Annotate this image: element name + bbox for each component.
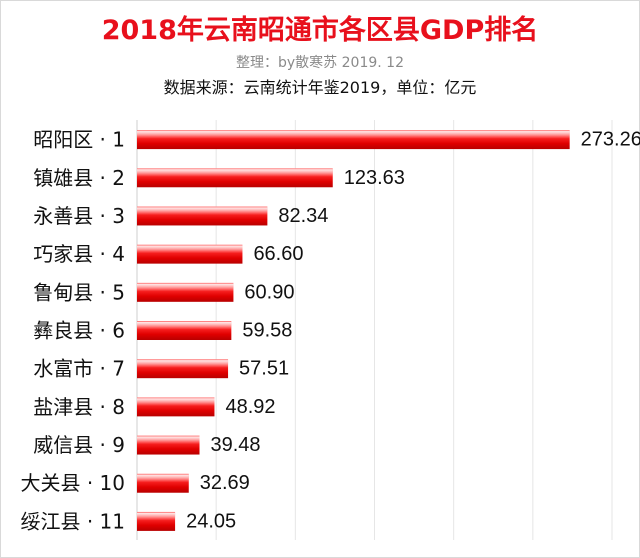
category-label: 永善县 · 3 [33, 204, 125, 228]
value-label: 39.48 [211, 434, 261, 456]
category-label: 盐津县 · 8 [33, 395, 125, 419]
category-label: 彝良县 · 6 [33, 319, 125, 343]
bar-highlight [137, 283, 234, 292]
category-label: 鲁甸县 · 5 [33, 280, 125, 304]
category-label: 威信县 · 9 [33, 433, 125, 457]
value-label: 66.60 [253, 243, 303, 265]
value-label: 123.63 [344, 167, 405, 189]
value-label: 82.34 [278, 205, 328, 227]
value-label: 48.92 [225, 396, 275, 418]
category-label: 大关县 · 10 [20, 471, 125, 495]
bar-highlight [137, 398, 215, 406]
data-source-note: 数据来源：云南统计年鉴2019，单位：亿元 [163, 78, 477, 97]
category-label: 绥江县 · 11 [20, 509, 125, 533]
bar-highlight [137, 169, 333, 177]
bar-highlight [137, 245, 243, 254]
value-label: 59.58 [242, 320, 292, 342]
bar-highlight [137, 322, 232, 330]
bar-highlight [137, 131, 570, 139]
category-label: 镇雄县 · 2 [33, 166, 125, 190]
bar-highlight [137, 512, 176, 521]
labels-group: 昭阳区 · 1 273.26 镇雄县 · 2 123.63 永善县 · 3 82.34 巧家… [20, 128, 640, 534]
value-label: 60.90 [244, 281, 294, 303]
category-label: 水富市 · 7 [33, 357, 125, 381]
chart-title: 2018年云南昭通市各区县GDP排名 [101, 15, 539, 46]
bar-highlight [137, 207, 268, 216]
value-label: 32.69 [200, 472, 250, 494]
bars-group [137, 130, 570, 531]
category-label: 巧家县 · 4 [33, 242, 125, 266]
chart-subtitle: 整理：by散寒苏 2019. 12 [236, 55, 404, 71]
bar-highlight [137, 436, 200, 445]
bar-highlight [137, 474, 189, 483]
value-label: 57.51 [239, 358, 289, 380]
bar-highlight [137, 360, 229, 368]
value-label: 273.26 [581, 129, 640, 151]
category-label: 昭阳区 · 1 [33, 128, 125, 152]
value-label: 24.05 [186, 510, 236, 532]
